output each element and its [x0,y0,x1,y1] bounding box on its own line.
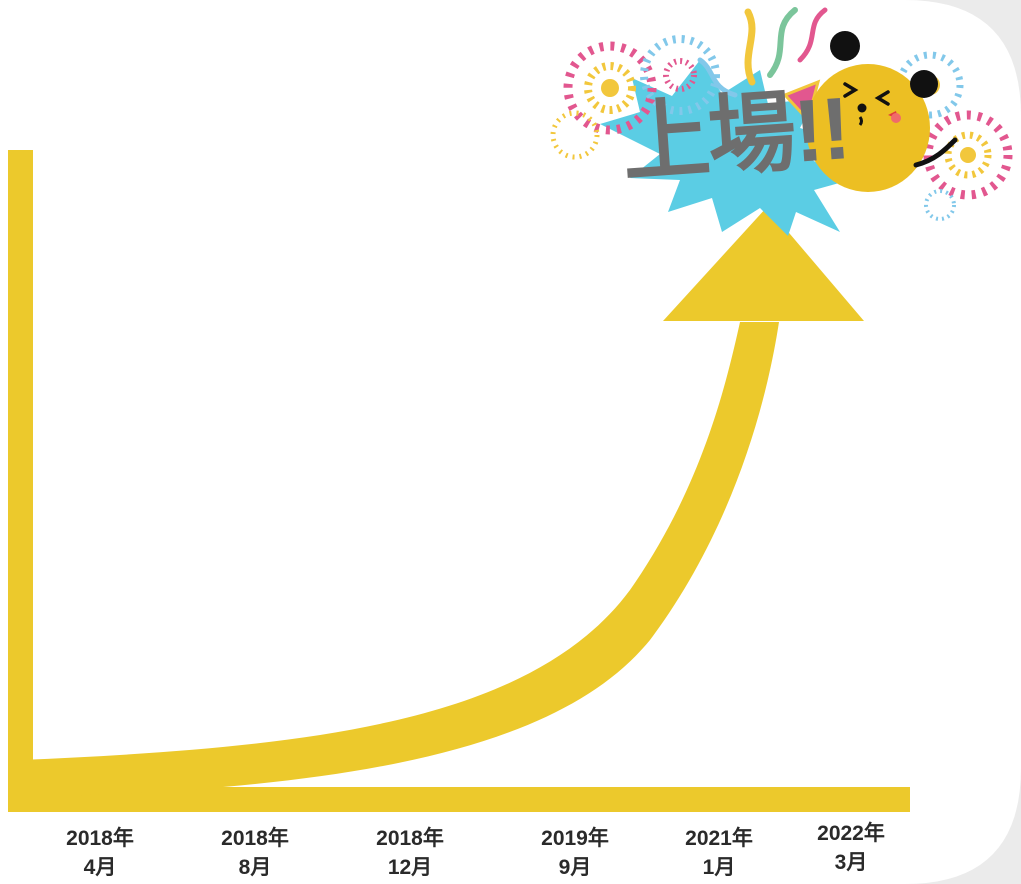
timeline-month: 1月 [702,856,736,879]
timeline-year: 2018年 [376,827,444,850]
timeline-label: 2018年 4月 [55,824,145,882]
celebration-burst [600,60,850,236]
timeline-month: 3月 [834,851,868,874]
timeline-year: 2018年 [221,827,289,850]
timeline-year: 2022年 [817,822,885,845]
growth-arrowhead [663,207,864,321]
y-axis [8,150,33,812]
timeline-label: 2021年 1月 [674,824,764,882]
growth-curve [20,322,779,797]
fireworks-icon [550,35,1013,221]
timeline-label: 2022年 3月 [806,819,896,877]
timeline-year: 2018年 [66,827,134,850]
timeline-year: 2021年 [685,827,753,850]
timeline-month: 12月 [387,856,433,879]
timeline-label: 2019年 9月 [530,824,620,882]
timeline-month: 9月 [558,856,592,879]
timeline-label: 2018年 8月 [210,824,300,882]
timeline-month: 8月 [238,856,272,879]
mascot-character [806,31,958,192]
timeline-month: 4月 [83,856,117,879]
timeline-year: 2019年 [541,827,609,850]
timeline-label: 2018年 12月 [365,824,455,882]
